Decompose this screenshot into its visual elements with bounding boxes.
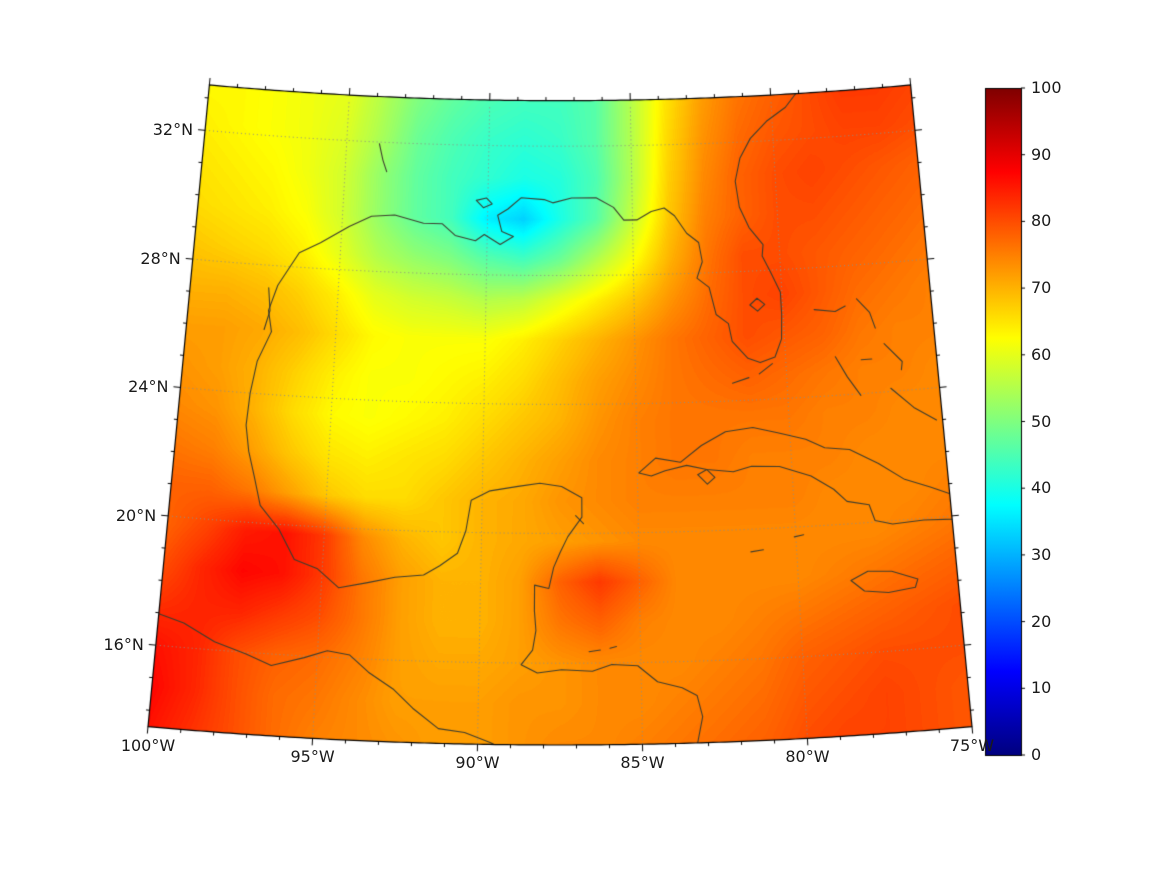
gulf-of-mexico-heatmap-canvas (0, 0, 1167, 875)
map-figure: 32°N 28°N 24°N 20°N 16°N 100°W 95°W 90°W 85°W 80°… (0, 0, 1167, 875)
